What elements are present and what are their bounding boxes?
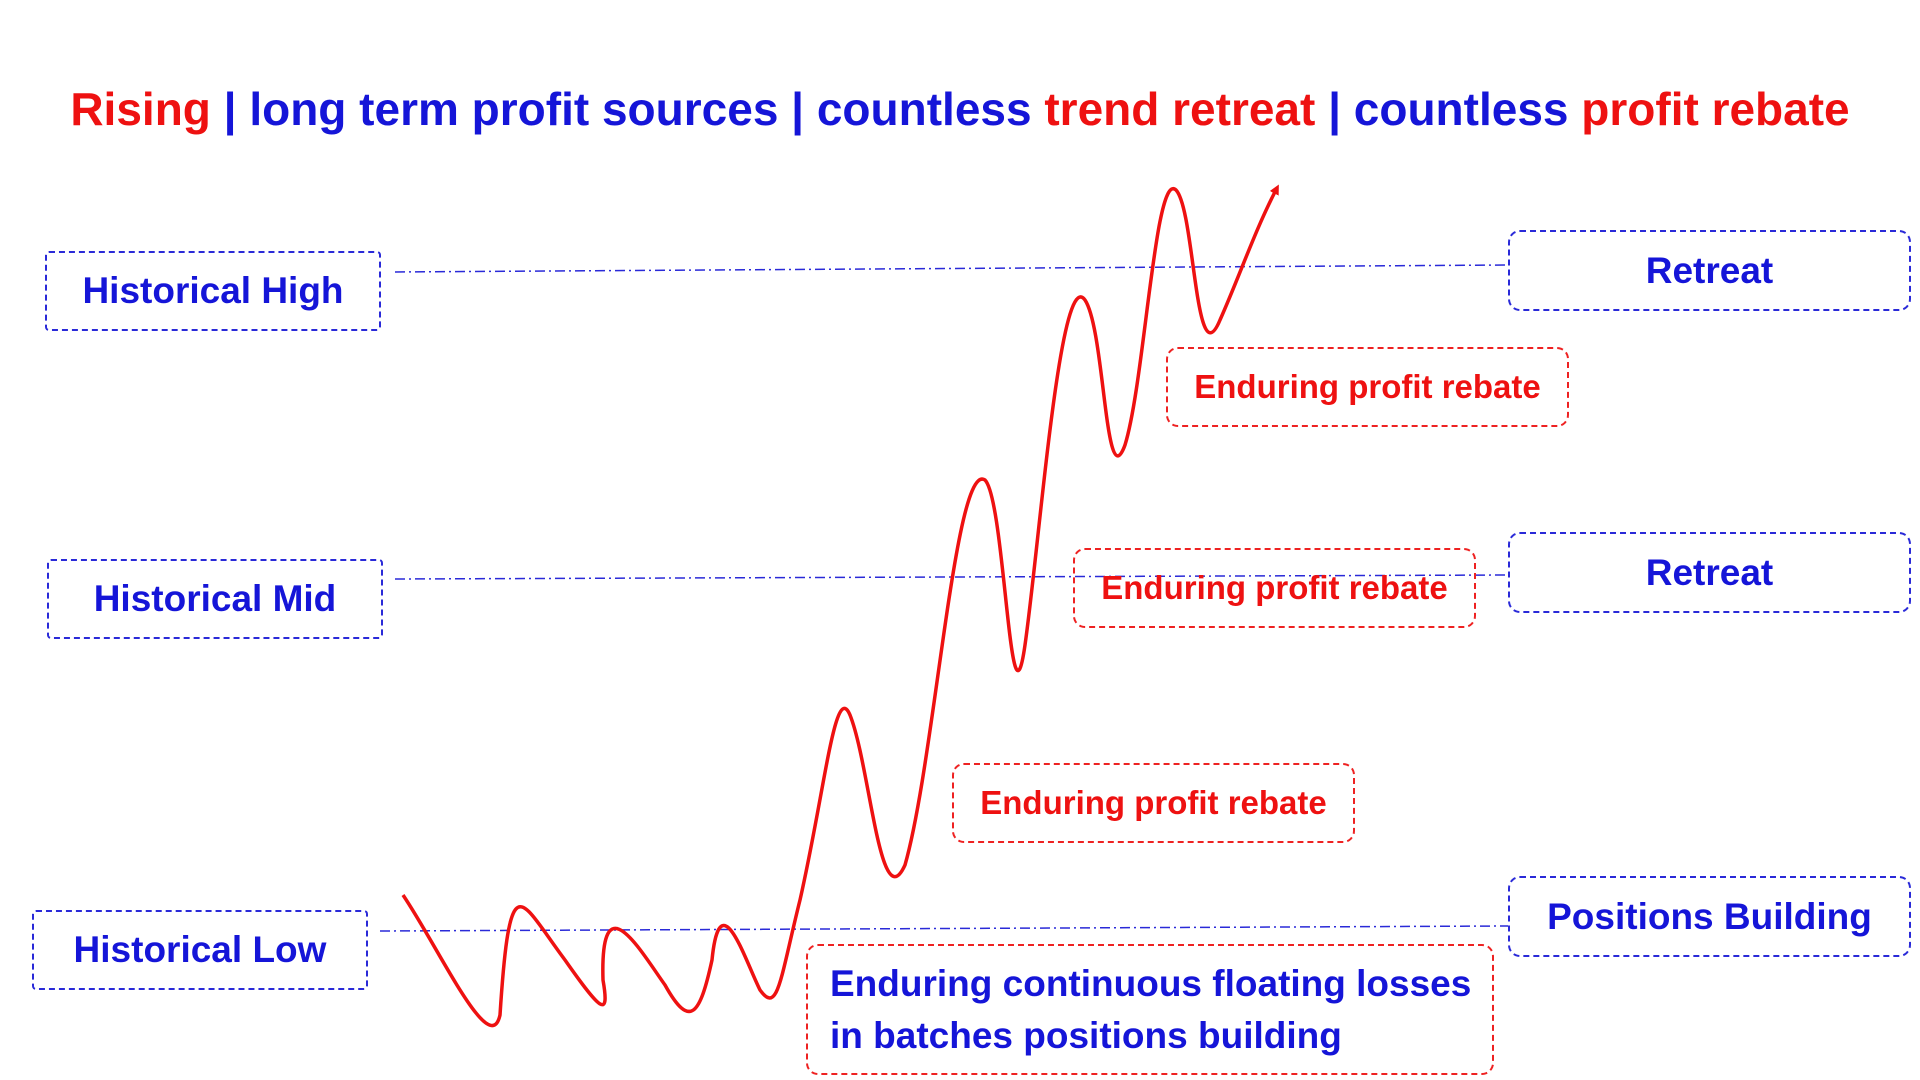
title-countless: countless — [816, 83, 1045, 135]
title-separator: | — [1315, 83, 1354, 135]
positions-building-note: Enduring continuous floating losses in b… — [806, 944, 1494, 1075]
profit-rebate-middle-label: Enduring profit rebate — [1073, 548, 1476, 628]
title-countless: countless — [1353, 83, 1582, 135]
historical-mid-text: Historical Mid — [93, 578, 337, 619]
title-separator: | — [778, 83, 817, 135]
historical-low-guideline — [379, 925, 1509, 932]
profit-rebate-middle-text: Enduring profit rebate — [1101, 569, 1448, 606]
note-line-1: Enduring continuous floating losses — [830, 962, 1472, 1004]
historical-mid-guideline — [394, 574, 1509, 580]
historical-high-label: Historical High — [45, 251, 381, 331]
retreat-high-label: Retreat — [1508, 230, 1911, 311]
retreat-mid-label: Retreat — [1508, 532, 1911, 613]
diagram-title: Rising | long term profit sources | coun… — [0, 82, 1920, 136]
title-trend-retreat: trend retreat — [1044, 83, 1316, 135]
title-profit-sources: long term profit sources — [249, 83, 779, 135]
price-trend-curve — [401, 184, 1279, 1028]
positions-building-label: Positions Building — [1508, 876, 1911, 957]
note-line-2: in batches positions building — [830, 1014, 1342, 1056]
positions-building-text: Positions Building — [1547, 895, 1872, 937]
retreat-mid-text: Retreat — [1645, 551, 1774, 593]
historical-high-guideline — [394, 264, 1509, 273]
profit-rebate-lower-label: Enduring profit rebate — [952, 763, 1355, 843]
historical-high-text: Historical High — [82, 270, 344, 311]
profit-rebate-upper-label: Enduring profit rebate — [1166, 347, 1569, 427]
historical-mid-label: Historical Mid — [47, 559, 383, 639]
historical-low-label: Historical Low — [32, 910, 368, 990]
profit-rebate-upper-text: Enduring profit rebate — [1194, 368, 1541, 405]
historical-low-text: Historical Low — [73, 929, 327, 970]
title-rising: Rising — [70, 83, 211, 135]
title-separator: | — [210, 83, 250, 135]
profit-rebate-lower-text: Enduring profit rebate — [980, 784, 1327, 821]
retreat-high-text: Retreat — [1645, 249, 1774, 291]
title-profit-rebate: profit rebate — [1581, 83, 1850, 135]
